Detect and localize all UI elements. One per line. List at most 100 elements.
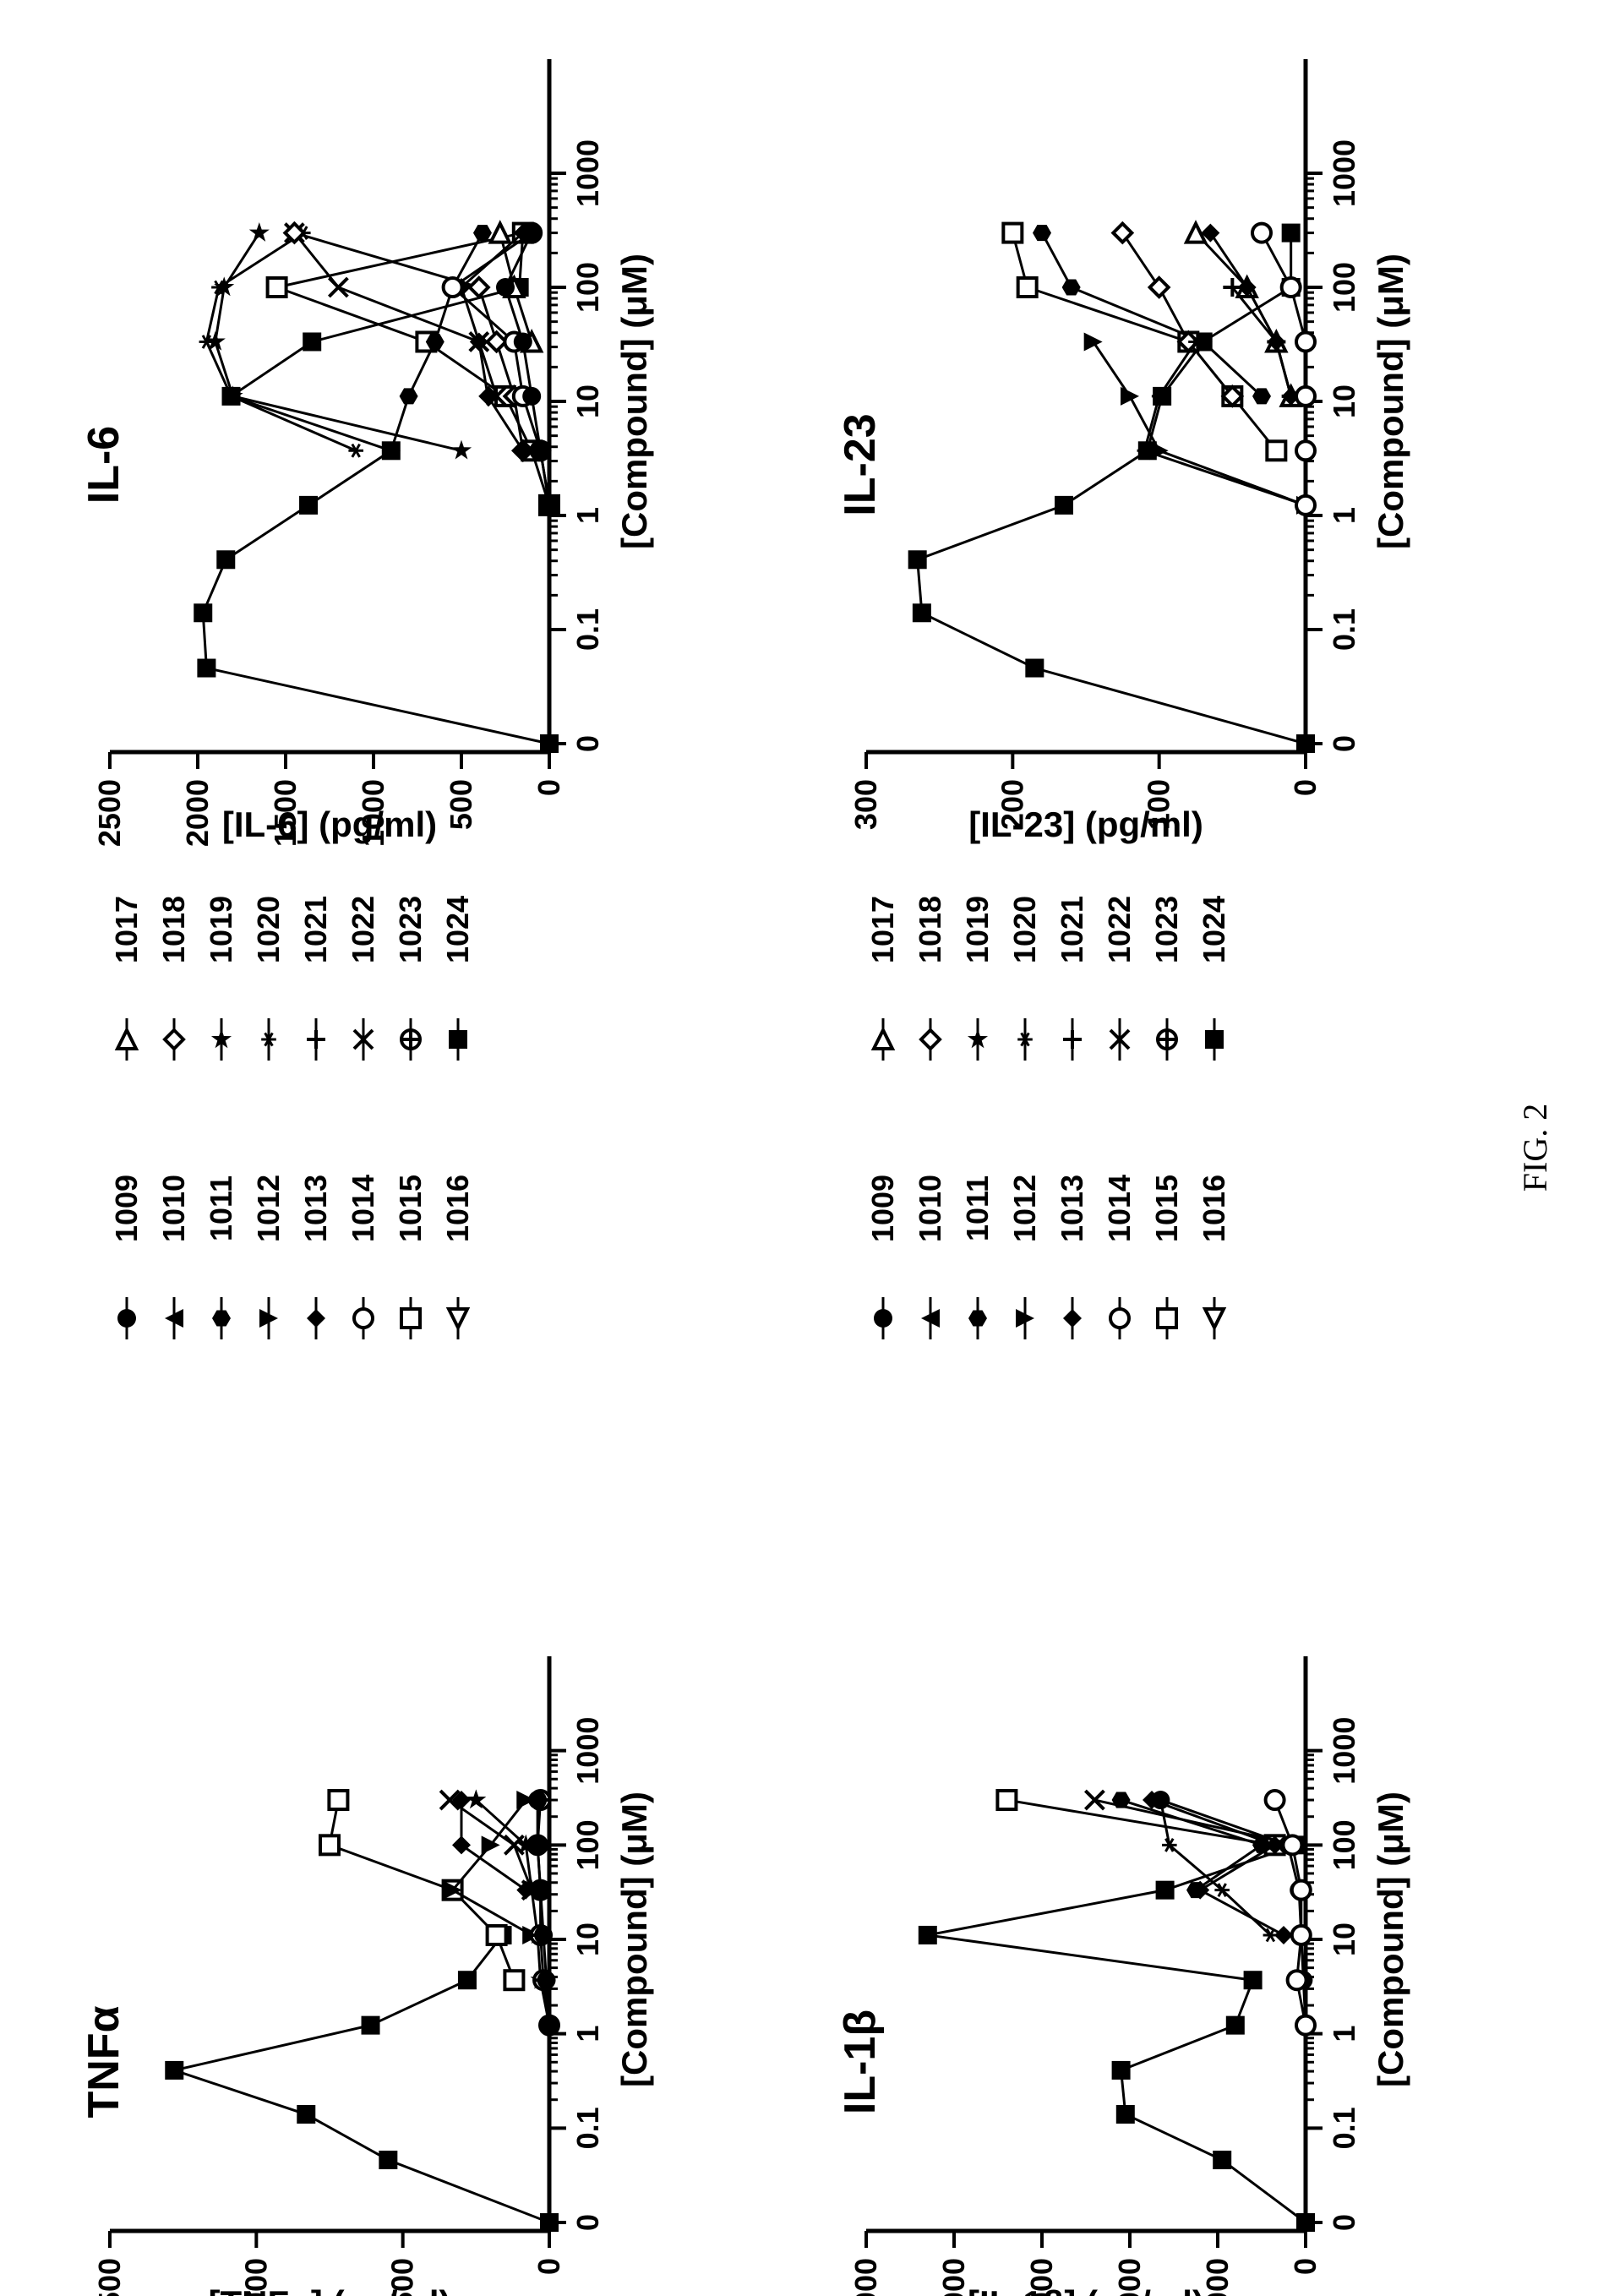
compound-tick-label: 1000 <box>570 1717 605 1785</box>
legend-item: 1009 <box>865 1175 900 1339</box>
data-point <box>484 330 509 354</box>
compound-tick-label: 1 <box>570 507 605 524</box>
series-1014b <box>441 221 560 516</box>
legend-label: 1020 <box>1007 896 1042 963</box>
data-point <box>1265 439 1288 462</box>
chart-panel-2: 0 500 1000 1500 2000 2500 0 0.1 1 10 100 1000 [Compo… <box>79 59 654 847</box>
data-point <box>1279 276 1302 298</box>
value-tick-label: 200 <box>995 779 1029 830</box>
legend-label: 1011 <box>960 1175 995 1241</box>
data-point <box>1223 278 1242 297</box>
compound-tick-label: 0 <box>1327 735 1361 752</box>
data-point <box>1290 1879 1312 1901</box>
data-point <box>469 332 488 352</box>
data-point <box>457 1971 477 1990</box>
data-point <box>1111 2060 1131 2080</box>
legend-label: 1012 <box>1007 1175 1042 1242</box>
value-tick-label: 2000 <box>180 779 215 847</box>
legend-item: 1020 <box>251 896 286 1061</box>
legend-marker <box>1063 1309 1082 1328</box>
value-tick-label: 1000 <box>238 2258 273 2296</box>
series-line <box>169 1934 550 2224</box>
legend-label: 1024 <box>440 896 475 963</box>
series-line <box>201 232 550 745</box>
data-point <box>478 386 498 406</box>
compound-tick-label: 10 <box>570 384 605 418</box>
data-point <box>1001 221 1024 244</box>
legend-item: 1013 <box>1055 1175 1089 1339</box>
legend-marker <box>114 1026 139 1050</box>
data-point <box>450 439 472 460</box>
data-point <box>1162 1837 1177 1852</box>
series-1014b <box>1263 1789 1317 2037</box>
series-1014b <box>1251 221 1317 516</box>
series-1009 <box>496 223 559 515</box>
legend-item: 1015 <box>1149 1175 1184 1339</box>
data-point <box>1025 658 1044 678</box>
series-line <box>272 232 551 506</box>
data-point <box>1188 335 1203 349</box>
value-tick-label: 0 <box>1288 779 1323 796</box>
data-point <box>399 388 418 405</box>
data-point <box>1285 1969 1308 1992</box>
data-point <box>1263 1928 1279 1943</box>
data-point <box>452 1791 471 1810</box>
y-axis-label: [IL-23] (pg/ml) <box>968 804 1203 844</box>
series-1024 <box>918 1835 1315 2232</box>
data-point <box>1055 495 1073 515</box>
x-axis-label: [Compound] (μM) <box>1371 254 1410 549</box>
data-point <box>381 442 401 459</box>
legend-label: 1010 <box>156 1175 191 1242</box>
data-point <box>531 441 550 461</box>
data-point <box>534 1925 554 1944</box>
series-line <box>293 232 499 397</box>
data-point <box>1290 1923 1312 1946</box>
series-1013 <box>452 1791 536 1900</box>
legend-marker <box>165 1309 183 1328</box>
data-point <box>466 1789 487 1809</box>
legend-marker <box>400 1307 422 1329</box>
data-point <box>1225 2015 1245 2035</box>
compound-tick-label: 0.1 <box>570 2107 605 2149</box>
compound-tick-label: 1 <box>1327 2026 1361 2042</box>
data-point <box>1265 1835 1284 1855</box>
value-tick-label: 500 <box>444 779 478 830</box>
legend-marker <box>352 1028 374 1050</box>
legend-label: 1018 <box>913 896 947 963</box>
data-point <box>1251 221 1273 244</box>
data-point <box>1243 1971 1263 1990</box>
data-point <box>1295 439 1317 462</box>
data-point <box>1137 443 1153 458</box>
legend-item: 1018 <box>156 896 191 1061</box>
data-point <box>540 734 559 753</box>
data-point <box>1295 494 1317 516</box>
legend-label: 1012 <box>251 1175 286 1242</box>
legend-item: 1024 <box>440 896 475 1061</box>
data-point <box>319 1834 341 1857</box>
data-point <box>1295 330 1317 353</box>
legend-marker <box>1016 1309 1034 1328</box>
compound-tick-label: 10 <box>1327 1922 1361 1956</box>
legend-marker <box>1156 1028 1178 1050</box>
legend-label: 1021 <box>1055 896 1089 963</box>
chart-title: IL-6 <box>79 426 128 504</box>
legend-label: 1018 <box>156 896 191 963</box>
data-point <box>1111 1792 1131 1808</box>
data-point <box>1220 384 1245 408</box>
data-point <box>1237 278 1257 297</box>
value-tick-label: 1500 <box>92 2258 127 2296</box>
series-1021 <box>1223 278 1301 406</box>
legend-label: 1023 <box>393 896 428 963</box>
series-line <box>927 1843 1306 2224</box>
legend-item: 1014 <box>346 1175 380 1339</box>
legend-label: 1014 <box>1102 1175 1137 1242</box>
compound-tick-label: 10 <box>570 1922 605 1956</box>
legend-marker <box>261 1032 276 1047</box>
data-point <box>216 550 236 570</box>
value-tick-label: 2500 <box>92 779 127 847</box>
series-1024 <box>165 1925 559 2232</box>
data-point <box>1151 389 1167 404</box>
data-point <box>918 1925 937 1944</box>
data-point <box>531 1880 550 1900</box>
legend-marker <box>117 1309 136 1328</box>
